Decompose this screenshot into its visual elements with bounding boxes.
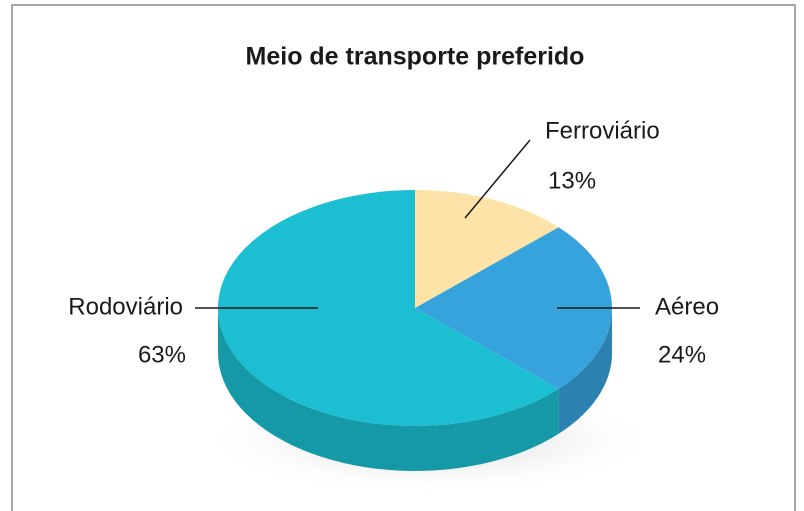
value-label: 13% <box>548 167 596 194</box>
chart-title: Meio de transporte preferido <box>246 43 585 71</box>
slice-label: Aéreo <box>655 293 719 320</box>
slice-side <box>558 308 612 434</box>
slice <box>415 227 612 389</box>
slice-label: Ferroviário <box>545 117 660 144</box>
value-label: 63% <box>138 341 186 368</box>
slice <box>415 189 559 308</box>
slice <box>217 190 559 426</box>
leader-line <box>464 139 531 219</box>
slice-label: Rodoviário <box>68 293 183 320</box>
value-label: 24% <box>658 341 706 368</box>
slice-side <box>218 308 559 471</box>
